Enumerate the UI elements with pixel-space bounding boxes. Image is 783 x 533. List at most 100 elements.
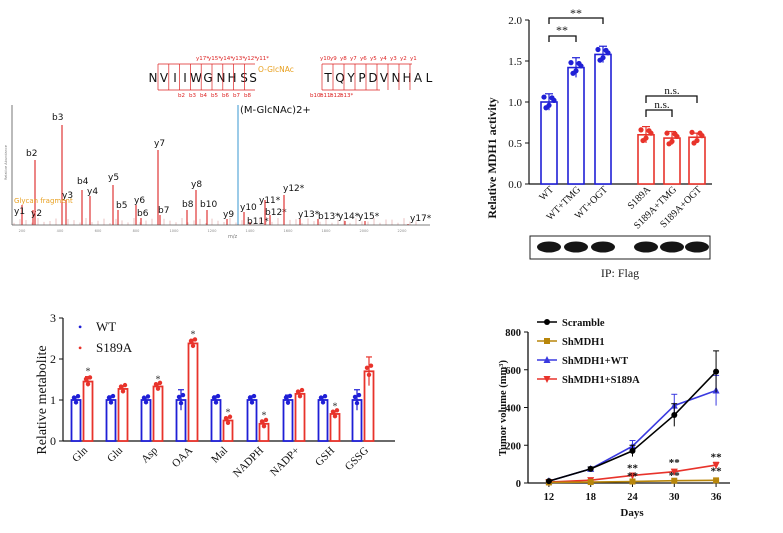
- peptide-residue: V: [380, 71, 389, 85]
- metabolite-point: [263, 417, 269, 423]
- sig-annotation: **: [556, 23, 568, 37]
- blot-label: IP: Flag: [601, 266, 639, 280]
- tumor-y-tick: 200: [505, 441, 521, 452]
- metabolite-point: [180, 392, 186, 398]
- metabolite-point: [83, 376, 89, 382]
- peptide-residue: I: [183, 71, 187, 85]
- metabolite-bar: [105, 399, 117, 442]
- activity-point: [568, 60, 574, 66]
- metabolite-point: [122, 382, 128, 388]
- activity-y-tick: 1.5: [508, 56, 522, 68]
- metabolite-point: [145, 394, 151, 399]
- tumor-point: [587, 465, 594, 472]
- ns-annotation: n.s.: [664, 85, 680, 97]
- metabolite-point: [192, 337, 198, 342]
- tumor-x-tick: 30: [669, 492, 680, 503]
- metabolite-y-tick: 2: [50, 352, 56, 366]
- ns-bracket: [645, 109, 673, 117]
- peak-label: y8: [191, 180, 202, 190]
- blot-band: [591, 241, 615, 253]
- activity-annotations: **** n.s. n.s.: [548, 6, 698, 117]
- activity-bar: [594, 53, 612, 185]
- metabolite-point: [299, 387, 305, 393]
- peak-label: y10: [240, 203, 257, 213]
- tumor-sig: **: [711, 451, 723, 463]
- tumor-sig: **: [627, 471, 639, 483]
- precursor-label: (M-GlcNAc)2+: [240, 105, 311, 116]
- metabolite-point: [247, 395, 253, 400]
- peak-label: y6: [134, 196, 145, 206]
- metabolite-point: [364, 365, 370, 371]
- metabolite-bar: [210, 399, 222, 442]
- metabolite-point: [143, 400, 149, 405]
- legend-label-s189a: S189A: [96, 340, 133, 355]
- metabolite-point: [366, 372, 372, 377]
- metabolite-sig: *: [262, 411, 267, 422]
- activity-x-label: WT: [537, 184, 556, 203]
- metabolite-x-label: NADP+: [268, 445, 302, 479]
- metabolite-point: [141, 395, 147, 400]
- peak-label: y3: [62, 191, 73, 201]
- tumor-y-tick: 400: [505, 404, 521, 415]
- activity-y-tick: 0.0: [508, 179, 522, 191]
- activity-point: [666, 141, 672, 147]
- metabolite-point: [73, 400, 79, 405]
- tumor-point: [712, 462, 720, 470]
- peak-label: y5: [108, 173, 119, 183]
- metabolite-point: [334, 408, 340, 413]
- tumor-lines: [545, 350, 720, 487]
- metabolite-point: [155, 386, 161, 391]
- tumor-sig: **: [669, 457, 681, 469]
- metabolite-bar: [187, 342, 199, 442]
- metabolite-point: [225, 420, 231, 426]
- peptide-residue: Y: [346, 71, 355, 85]
- metabolite-point: [318, 395, 324, 400]
- metabolite-x-label: GSSG: [343, 445, 371, 473]
- sig-annotation: **: [570, 6, 582, 20]
- metabolite-point: [285, 400, 291, 405]
- peptide-residue: N: [149, 71, 158, 85]
- peak-label: y13*: [298, 210, 320, 220]
- spectrum-y-label: Relative Abundance: [4, 145, 8, 180]
- peak-label: y14*: [338, 212, 360, 222]
- metabolite-bar: [246, 399, 258, 442]
- peptide-residue: T: [323, 71, 332, 85]
- peptide-residue: L: [426, 71, 433, 85]
- metabolite-x-label: Gln: [70, 444, 91, 465]
- metabolite-point: [85, 381, 91, 387]
- b-fragment-label: b8: [244, 93, 251, 99]
- activity-point: [638, 127, 644, 133]
- glycan-fragment-label: Glycan fragment: [14, 197, 73, 205]
- spectrum-x-tick: 1200: [208, 229, 217, 233]
- blot-band: [537, 241, 561, 253]
- y-fragment-label: y1: [410, 56, 417, 62]
- blot-band: [634, 241, 658, 253]
- peptide-residue: V: [160, 71, 169, 85]
- peak-label: y12*: [283, 184, 305, 194]
- activity-point: [664, 130, 670, 136]
- metabolite-point: [251, 393, 257, 399]
- metabolite-sig: *: [156, 374, 161, 385]
- activity-y-tick: 1.0: [508, 97, 522, 109]
- metabolite-point: [108, 400, 114, 405]
- peak-label: b4: [77, 177, 89, 187]
- spectrum-x-tick: 1600: [284, 229, 293, 233]
- peak-label: y17*: [410, 214, 432, 224]
- y-fragment-label: y14*: [220, 56, 233, 62]
- metabolite-point: [176, 394, 182, 400]
- metabolite-point: [295, 389, 301, 394]
- peak-label: b6: [137, 209, 149, 219]
- metabolite-bar: [317, 399, 329, 442]
- spectrum-x-label: m/z: [228, 234, 238, 240]
- peptide-residue: G: [203, 71, 212, 85]
- b-fragment-label: b7: [233, 93, 240, 99]
- metabolite-x-label: GSH: [313, 445, 337, 469]
- metabolite-point: [354, 400, 360, 406]
- y-fragment-label: y15*: [208, 56, 221, 62]
- peak-label: y7: [154, 139, 165, 149]
- activity-point: [549, 95, 555, 101]
- tumor-point: [671, 412, 678, 419]
- spectrum-x-tick: 1800: [322, 229, 331, 233]
